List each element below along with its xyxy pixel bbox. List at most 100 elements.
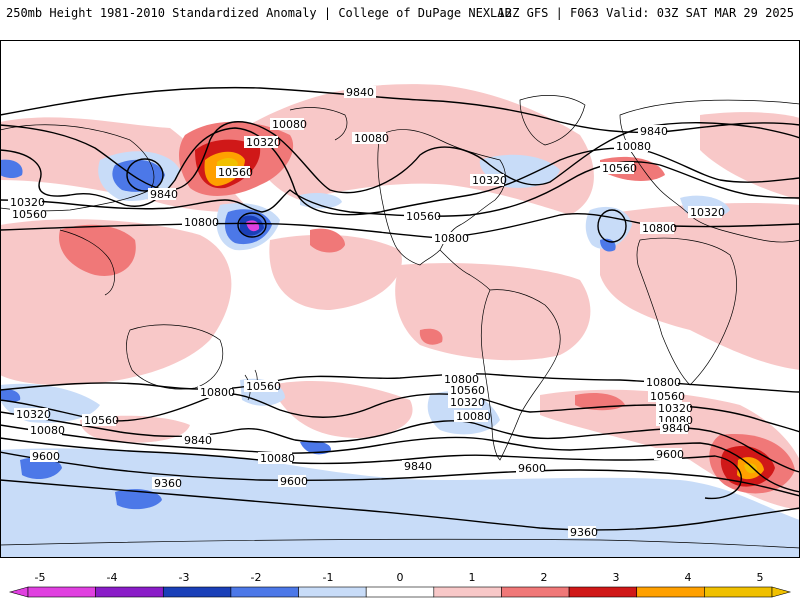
contour-s10320 — [0, 411, 800, 473]
colorbar-extend-low — [8, 586, 29, 598]
contour-label: 10560 — [650, 390, 685, 403]
contour-label: 10560 — [12, 208, 47, 221]
contour-label: 10320 — [450, 396, 485, 409]
colorbar-tick-label: 3 — [613, 571, 620, 584]
map-title: 250mb Height 1981-2010 Standardized Anom… — [6, 6, 512, 20]
contour-label: 10560 — [602, 162, 637, 175]
south-america-outline — [480, 289, 561, 461]
contour-label: 10320 — [658, 402, 693, 415]
colorbar-tick-label: 4 — [685, 571, 692, 584]
greenland-outline — [519, 95, 586, 146]
extreme-positive-anomaly — [744, 463, 758, 474]
anomaly-colorbar: -5 -4 -3 -2 -1 0 1 2 3 4 5 — [0, 568, 800, 600]
positive-anomaly-region — [0, 219, 232, 385]
closed-low-contour — [597, 209, 627, 243]
contour-label: 10560 — [218, 166, 253, 179]
southeast-asia-outline — [59, 229, 115, 296]
contour-label: 10320 — [690, 206, 725, 219]
colorbar-segment — [298, 586, 367, 598]
contour-labels: 9840 9840 9840 10080 10080 10080 10320 1… — [8, 86, 725, 539]
contour-label: 9360 — [570, 526, 598, 539]
colorbar-ticks: -5 -4 -3 -2 -1 0 1 2 3 4 5 — [35, 571, 764, 584]
contour-label: 10800 — [642, 222, 677, 235]
moderate-positive-anomaly — [310, 228, 345, 253]
contour-label: 10080 — [616, 140, 651, 153]
colorbar-tick-label: 1 — [469, 571, 476, 584]
contour-label: 9600 — [656, 448, 684, 461]
contour-s10800 — [0, 373, 800, 393]
contour-label: 10320 — [10, 196, 45, 209]
contour-s9840 — [0, 437, 742, 500]
colorbar-tick-label: -4 — [107, 571, 118, 584]
africa-outline — [636, 237, 737, 386]
moderate-negative-anomaly — [112, 159, 165, 192]
contour-s10560 — [0, 393, 800, 433]
contour-label: 9840 — [404, 460, 432, 473]
moderate-negative-anomaly — [300, 440, 331, 455]
contour-9840 — [0, 86, 800, 134]
colorbar-tick-label: -2 — [251, 571, 262, 584]
contour-label: 10800 — [444, 373, 479, 386]
moderate-positive-anomaly — [419, 328, 443, 345]
colorbar-tick-label: -1 — [323, 571, 334, 584]
closed-low-contour — [126, 158, 164, 192]
colorbar-extend-high — [771, 586, 792, 598]
positive-anomaly-region — [700, 112, 800, 200]
contour-label: 9600 — [518, 462, 546, 475]
moderate-negative-anomaly — [0, 389, 21, 403]
colorbar-segment — [162, 586, 232, 598]
colorbar-segment — [365, 586, 435, 598]
contour-label: 9360 — [154, 477, 182, 490]
anomaly-map: 9840 9840 9840 10080 10080 10080 10320 1… — [0, 40, 800, 558]
colorbar-segment — [27, 586, 96, 598]
colorbar-segment — [433, 586, 502, 598]
contour-label: 10560 — [84, 414, 119, 427]
colorbar-segment — [230, 586, 299, 598]
contour-label: 10080 — [272, 118, 307, 131]
contour-label: 10800 — [646, 376, 681, 389]
contour-s10080 — [0, 424, 800, 493]
positive-anomaly-region — [270, 380, 413, 438]
colorbar-tick-label: -3 — [179, 571, 190, 584]
contour-label: 10080 — [30, 424, 65, 437]
contour-label: 9840 — [184, 434, 212, 447]
moderate-positive-anomaly — [59, 224, 136, 276]
negative-anomaly-region — [300, 192, 342, 209]
colorbar-tick-label: 5 — [757, 571, 764, 584]
colorbar-tick-label: 2 — [541, 571, 548, 584]
colorbar-tick-label: -5 — [35, 571, 46, 584]
colorbar-segment — [704, 586, 773, 598]
colorbar-segment — [95, 586, 164, 598]
positive-anomaly-region — [600, 203, 800, 370]
central-america-outline — [439, 249, 491, 291]
contour-label: 10560 — [450, 384, 485, 397]
contour-label: 10320 — [16, 408, 51, 421]
antarctica-outline — [0, 538, 800, 549]
contour-s9600 — [0, 451, 800, 497]
contour-10560 — [0, 161, 800, 217]
contour-label: 10080 — [260, 452, 295, 465]
alaska-outline — [289, 107, 348, 141]
negative-anomaly-region — [0, 159, 23, 179]
contour-label: 9840 — [640, 125, 668, 138]
contour-label: 9840 — [662, 422, 690, 435]
contour-label: 10560 — [246, 380, 281, 393]
colorbar-segment — [501, 586, 570, 598]
australia-outline — [126, 324, 224, 390]
contour-s9360 — [0, 479, 800, 531]
anomaly-shading — [0, 84, 800, 558]
closed-low-contour — [237, 212, 267, 238]
contour-label: 10080 — [456, 410, 491, 423]
colorbar-body — [8, 586, 792, 598]
colorbar-tick-label: 0 — [397, 571, 404, 584]
contour-label: 9840 — [150, 188, 178, 201]
contour-label: 10800 — [184, 216, 219, 229]
contour-label: 9600 — [280, 475, 308, 488]
moderate-negative-anomaly — [20, 457, 62, 480]
positive-anomaly-region — [269, 234, 402, 310]
moderate-negative-anomaly — [115, 489, 162, 510]
contour-10320 — [0, 127, 800, 216]
contour-label: 10800 — [200, 386, 235, 399]
positive-anomaly-region — [395, 263, 591, 361]
contour-label: 10800 — [434, 232, 469, 245]
